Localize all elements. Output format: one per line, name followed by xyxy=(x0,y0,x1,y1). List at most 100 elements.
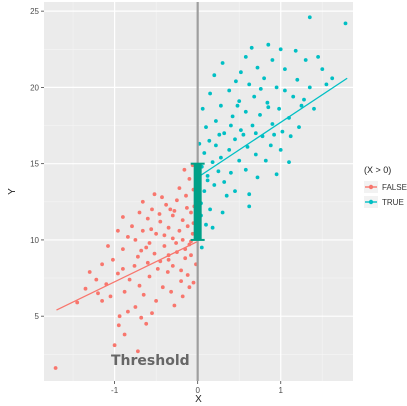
data-point-true xyxy=(243,167,248,172)
data-point-true xyxy=(202,151,207,155)
data-point-false xyxy=(160,195,164,200)
x-tick-label: 0 xyxy=(195,386,200,395)
data-point-false xyxy=(172,303,177,308)
legend-title: (X > 0) xyxy=(364,165,391,175)
data-point-false xyxy=(150,207,154,212)
data-point-false xyxy=(165,270,170,274)
data-point-true xyxy=(237,158,242,163)
data-point-false xyxy=(152,251,157,256)
data-point-false xyxy=(133,305,138,309)
data-point-false xyxy=(190,231,195,236)
data-point-true xyxy=(224,193,229,198)
data-point-true xyxy=(202,189,207,194)
data-point-true xyxy=(219,155,223,160)
data-point-false xyxy=(166,225,171,230)
data-point-false xyxy=(170,264,175,268)
data-point-false xyxy=(185,224,190,229)
data-point-true xyxy=(258,113,262,117)
data-point-true xyxy=(316,55,320,59)
data-point-false xyxy=(177,228,182,233)
data-point-false xyxy=(53,366,58,370)
data-point-false xyxy=(132,264,137,268)
data-point-false xyxy=(172,209,177,213)
data-point-true xyxy=(241,132,246,137)
data-point-true xyxy=(230,114,235,119)
data-point-true xyxy=(324,82,329,87)
y-tick-label: 10 xyxy=(30,236,39,245)
data-point-false xyxy=(112,343,117,348)
data-point-false xyxy=(168,207,173,212)
legend-key-point-true xyxy=(368,199,374,205)
data-point-true xyxy=(270,122,275,126)
data-point-true xyxy=(220,61,225,65)
data-point-true xyxy=(274,172,279,177)
y-axis-title: Y xyxy=(7,188,18,195)
data-point-true xyxy=(227,148,232,152)
data-point-false xyxy=(177,186,182,191)
data-point-false xyxy=(140,228,145,233)
data-point-true xyxy=(205,178,210,183)
data-point-false xyxy=(87,270,92,274)
data-point-false xyxy=(137,283,142,288)
data-point-false xyxy=(144,245,149,250)
data-point-false xyxy=(147,241,152,245)
data-point-false xyxy=(140,199,145,204)
y-tick-label: 5 xyxy=(35,312,40,321)
data-point-false xyxy=(162,233,167,238)
data-point-false xyxy=(182,167,187,172)
data-point-true xyxy=(237,99,242,103)
data-point-true xyxy=(343,21,348,26)
data-point-true xyxy=(277,106,281,111)
data-point-true xyxy=(253,131,258,136)
data-point-true xyxy=(245,145,250,149)
x-tick-label: -1 xyxy=(111,386,119,395)
data-point-true xyxy=(287,160,291,165)
x-axis-title: X xyxy=(195,394,202,405)
data-point-true xyxy=(208,207,213,212)
data-point-false xyxy=(127,277,132,282)
data-point-false xyxy=(160,285,165,290)
data-point-true xyxy=(255,175,260,180)
discontinuity-bar xyxy=(193,163,202,240)
data-point-true xyxy=(272,132,276,137)
data-point-false xyxy=(100,262,104,267)
data-point-true xyxy=(265,100,270,105)
data-point-false xyxy=(152,192,157,197)
data-point-false xyxy=(154,299,159,303)
data-point-true xyxy=(330,76,335,81)
data-point-true xyxy=(249,45,254,50)
data-point-false xyxy=(144,321,149,326)
data-point-false xyxy=(191,280,196,285)
data-point-false xyxy=(180,218,185,223)
data-point-true xyxy=(278,148,283,152)
threshold-annotation: Threshold xyxy=(111,353,190,369)
data-point-true xyxy=(258,87,263,91)
data-point-true xyxy=(214,119,218,123)
data-point-false xyxy=(75,300,80,305)
data-point-false xyxy=(94,277,99,282)
data-point-false xyxy=(162,244,167,248)
data-point-true xyxy=(216,169,221,174)
data-point-false xyxy=(116,228,120,233)
data-point-true xyxy=(229,123,233,128)
data-point-false xyxy=(158,219,163,224)
data-point-true xyxy=(283,67,287,71)
data-point-true xyxy=(268,143,273,148)
fit-line-false xyxy=(56,240,198,311)
data-point-true xyxy=(270,58,275,62)
data-point-true xyxy=(239,128,243,133)
data-point-false xyxy=(83,286,88,291)
data-point-false xyxy=(130,224,134,229)
data-point-true xyxy=(312,106,316,111)
data-point-false xyxy=(184,193,188,198)
data-point-false xyxy=(122,289,127,294)
data-point-true xyxy=(247,192,252,197)
data-point-false xyxy=(150,311,154,315)
data-point-false xyxy=(169,289,174,294)
data-point-true xyxy=(266,105,271,110)
data-point-true xyxy=(295,77,300,82)
data-point-true xyxy=(291,94,296,99)
data-point-true xyxy=(250,123,255,128)
data-point-false xyxy=(157,212,162,216)
